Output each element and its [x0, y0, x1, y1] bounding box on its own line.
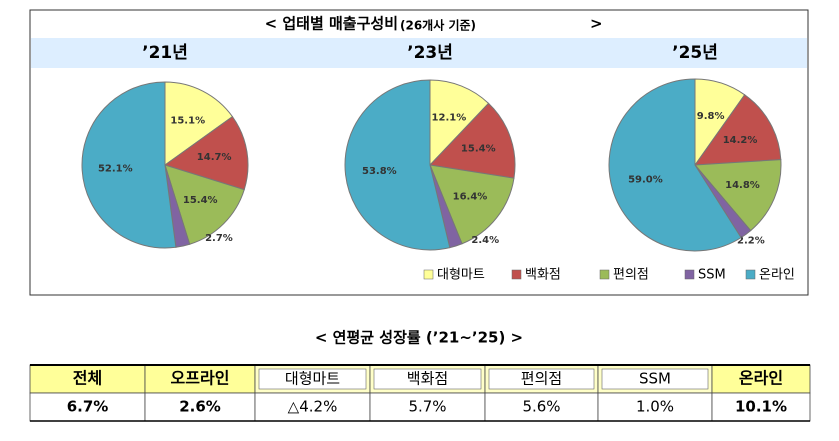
body-cell [711, 392, 811, 422]
pie-slice [693, 94, 782, 166]
pie-slice [164, 81, 234, 166]
chart-note: (26개사 기준) [400, 18, 476, 33]
header-text: 대형마트 [285, 370, 340, 388]
header-cell [711, 364, 811, 394]
legend-swatch [599, 269, 610, 280]
body-text: 5.7% [408, 398, 446, 416]
legend-label: 대형마트 [437, 268, 485, 283]
body-cell [597, 392, 713, 422]
header-inner [373, 368, 482, 390]
header-text: 온라인 [739, 369, 783, 388]
pie-title: ’25년 [672, 43, 718, 63]
header-text: 편의점 [521, 370, 562, 388]
data-label: 12.1% [432, 113, 467, 124]
data-label: 52.1% [98, 163, 133, 174]
header-text: 전체 [73, 369, 102, 388]
header-text: 오프라인 [171, 369, 230, 388]
legend-label: 온라인 [759, 268, 795, 283]
pie-title: ’21년 [142, 43, 188, 63]
pie-slice [608, 78, 742, 252]
pie-slice [344, 79, 451, 251]
data-label: 15.4% [183, 195, 218, 206]
data-label: 59.0% [628, 174, 663, 185]
table-title: < 연평균 성장률 (’21~’25) > [315, 329, 523, 347]
header-text: 백화점 [407, 370, 448, 388]
legend-label: 백화점 [525, 268, 561, 283]
data-label: 14.8% [725, 180, 760, 191]
header-inner [488, 368, 595, 390]
data-label: 14.7% [197, 152, 232, 163]
body-text: 5.6% [522, 398, 560, 416]
header-inner [258, 368, 367, 390]
data-label: 15.4% [461, 144, 496, 155]
legend-label: SSM [698, 268, 726, 283]
data-label: 2.7% [205, 233, 233, 244]
data-label: 14.2% [723, 135, 758, 146]
data-label: 53.8% [362, 166, 397, 177]
chart-title-end: > [590, 15, 603, 33]
data-label: 2.4% [471, 235, 499, 246]
header-band [31, 38, 807, 68]
body-cell [144, 392, 256, 422]
body-text: 6.7% [67, 398, 109, 416]
legend-swatch [423, 269, 434, 280]
legend-swatch [745, 269, 756, 280]
header-inner [601, 368, 709, 390]
body-text: 1.0% [636, 398, 674, 416]
pie-slice [428, 102, 516, 179]
data-label: 16.4% [453, 192, 488, 203]
legend-swatch [511, 269, 522, 280]
data-label: 15.1% [170, 116, 205, 127]
body-text: 10.1% [735, 398, 787, 416]
pie-title: ’23년 [407, 43, 453, 63]
header-cell [144, 364, 256, 394]
header-text: SSM [639, 370, 671, 388]
body-text: △4.2% [288, 398, 338, 416]
legend-label: 편의점 [613, 268, 649, 283]
pie-slice [429, 164, 515, 245]
pie-slice [429, 79, 490, 167]
pie-slice [693, 159, 782, 232]
data-label: 2.2% [737, 236, 765, 247]
data-label: 9.8% [697, 111, 725, 122]
pie-slice [164, 164, 245, 245]
body-cell [369, 392, 486, 422]
legend-swatch [684, 269, 695, 280]
body-text: 2.6% [179, 398, 221, 416]
chart-title: < 업태별 매출구성비 [265, 15, 398, 33]
pie-slice [81, 81, 177, 249]
